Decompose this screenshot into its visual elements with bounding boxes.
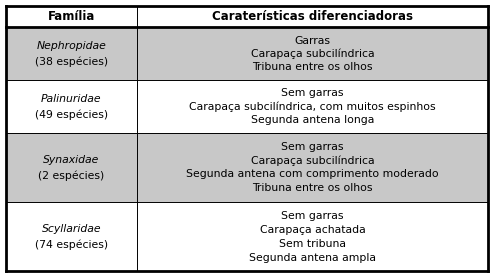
- Text: Sem garras: Sem garras: [281, 142, 344, 152]
- Text: Sem garras: Sem garras: [281, 88, 344, 98]
- Text: Carapaça subcilíndrica, com muitos espinhos: Carapaça subcilíndrica, com muitos espin…: [189, 101, 436, 112]
- Text: Sem tribuna: Sem tribuna: [279, 239, 346, 249]
- Text: Scyllaridae: Scyllaridae: [41, 224, 101, 234]
- Bar: [6, 27, 488, 80]
- Bar: [6, 202, 488, 271]
- Bar: [6, 133, 488, 202]
- Text: Carapaça subcilíndrica: Carapaça subcilíndrica: [251, 155, 374, 166]
- Text: Garras: Garras: [294, 35, 330, 45]
- Text: (49 espécies): (49 espécies): [35, 109, 108, 119]
- Text: (38 espécies): (38 espécies): [35, 56, 108, 67]
- Text: Carapaça subcilíndrica: Carapaça subcilíndrica: [251, 48, 374, 59]
- Text: Caraterísticas diferenciadoras: Caraterísticas diferenciadoras: [212, 10, 413, 23]
- Text: Família: Família: [48, 10, 95, 23]
- Text: Palinuridae: Palinuridae: [41, 94, 102, 104]
- Bar: [6, 80, 488, 133]
- Text: Tribuna entre os olhos: Tribuna entre os olhos: [252, 62, 373, 72]
- Text: Synaxidae: Synaxidae: [43, 155, 100, 165]
- Text: Nephropidae: Nephropidae: [37, 41, 106, 51]
- Text: Segunda antena longa: Segunda antena longa: [251, 115, 374, 125]
- Text: Segunda antena ampla: Segunda antena ampla: [249, 253, 376, 263]
- Text: Sem garras: Sem garras: [281, 211, 344, 221]
- Text: (2 espécies): (2 espécies): [39, 170, 105, 181]
- Text: Tribuna entre os olhos: Tribuna entre os olhos: [252, 183, 373, 193]
- Text: Segunda antena com comprimento moderado: Segunda antena com comprimento moderado: [186, 170, 439, 179]
- Text: Carapaça achatada: Carapaça achatada: [260, 225, 366, 235]
- Bar: [6, 6, 488, 27]
- Text: (74 espécies): (74 espécies): [35, 239, 108, 250]
